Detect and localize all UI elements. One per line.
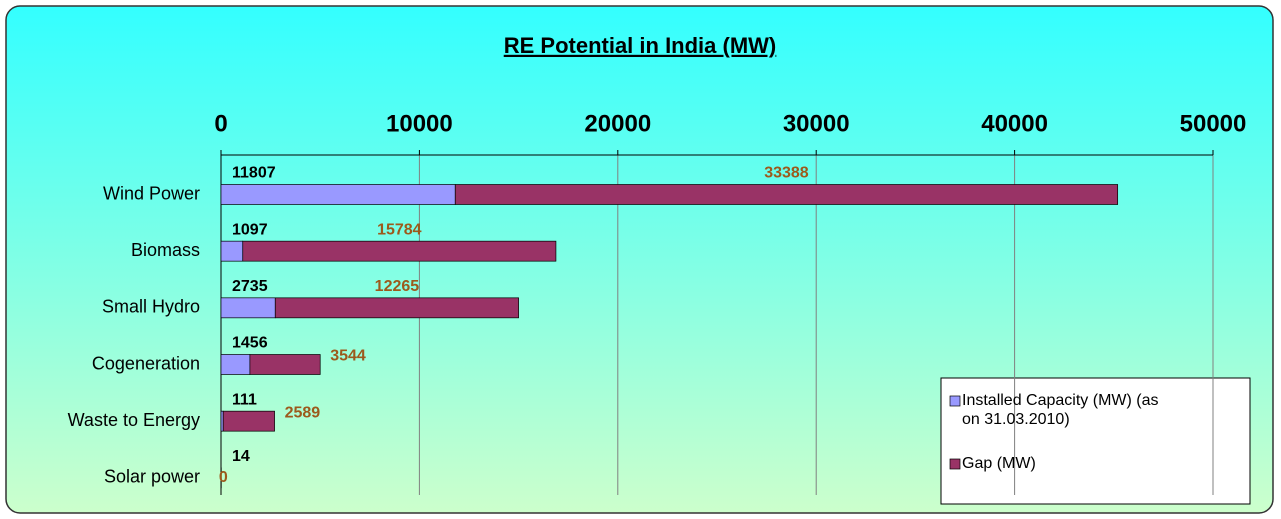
y-tick-label: Wind Power: [103, 183, 200, 203]
y-tick-label: Biomass: [131, 240, 200, 260]
x-tick-label: 30000: [783, 110, 850, 137]
y-tick-label: Cogeneration: [92, 353, 200, 373]
chart-title: RE Potential in India (MW): [504, 33, 777, 58]
bar-segment: [454, 184, 1119, 205]
data-label: 12265: [375, 278, 420, 295]
y-tick-label: Waste to Energy: [68, 410, 200, 430]
data-label: 2735: [232, 278, 268, 295]
data-label: 1097: [232, 221, 268, 238]
bar-segment: [220, 240, 244, 262]
x-tick-label: 0: [214, 110, 227, 137]
bar-segment: [220, 354, 251, 375]
data-label: 111: [232, 391, 257, 408]
legend-swatch: [949, 458, 961, 470]
legend-swatch: [949, 395, 961, 407]
legend-box: [940, 377, 1251, 505]
bar-segment: [220, 297, 276, 319]
legend-label: Installed Capacity (MW) (as on 31.03.201…: [962, 392, 1159, 428]
legend-label: Gap (MW): [962, 455, 1036, 472]
bar-segment: [274, 297, 519, 319]
x-tick-label: 40000: [981, 110, 1048, 137]
x-tick-label: 20000: [584, 110, 651, 137]
bar-segment: [222, 410, 275, 432]
data-label: 2589: [285, 404, 321, 421]
bar-segment: [242, 240, 557, 262]
data-label: 1456: [232, 335, 268, 352]
bar-segment: [249, 354, 321, 375]
bar-segment: [220, 184, 456, 205]
x-tick-label: 10000: [386, 110, 453, 137]
data-label: 0: [219, 469, 228, 486]
data-label: 3544: [330, 348, 366, 365]
data-label: 11807: [232, 165, 276, 182]
data-label: 33388: [764, 165, 809, 182]
y-tick-label: Small Hydro: [102, 297, 200, 317]
data-label: 15784: [377, 221, 422, 238]
x-tick-label: 50000: [1180, 110, 1247, 137]
y-tick-label: Solar power: [104, 467, 200, 487]
data-label: 14: [232, 448, 250, 465]
